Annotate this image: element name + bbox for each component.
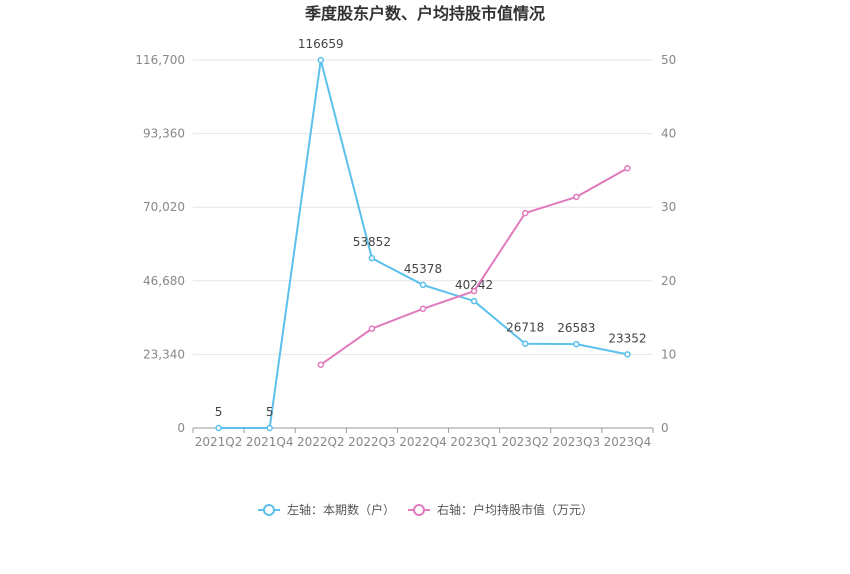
left-tick-label: 70,020 — [143, 200, 185, 214]
legend-item-0[interactable]: 左轴：本期数（户） — [258, 502, 395, 517]
left-tick-label: 93,360 — [143, 127, 185, 141]
data-point[interactable] — [470, 297, 478, 305]
legend-label: 左轴：本期数（户） — [287, 502, 395, 517]
data-label: 116659 — [298, 37, 344, 51]
data-point[interactable] — [573, 340, 580, 348]
data-point[interactable] — [368, 254, 376, 262]
data-label: 53852 — [353, 235, 391, 249]
data-point[interactable] — [624, 164, 631, 172]
data-point[interactable] — [368, 325, 376, 332]
left-tick-label: 0 — [177, 421, 185, 435]
grid — [193, 59, 653, 355]
data-point[interactable] — [317, 56, 325, 64]
x-tick-label: 2022Q2 — [297, 435, 345, 449]
data-label: 26718 — [506, 321, 544, 335]
series-layer: 5 5 116659 53852 45378 40242 26718 26583 23352 — [215, 37, 647, 432]
data-point[interactable] — [266, 424, 273, 432]
x-tick-label: 2023Q2 — [501, 435, 549, 449]
legend-marker — [413, 504, 425, 516]
right-tick-label: 20 — [661, 274, 676, 288]
data-point[interactable] — [215, 424, 222, 432]
data-label: 23352 — [608, 331, 646, 345]
legend[interactable]: 左轴：本期数（户） 右轴：户均持股市值（万元） — [258, 502, 593, 517]
chart-title: 季度股东户数、户均持股市值情况 — [304, 4, 545, 23]
data-label: 26583 — [557, 321, 595, 335]
data-label: 5 — [266, 405, 274, 419]
series-line-0 — [218, 59, 628, 429]
x-tick-label: 2023Q3 — [553, 435, 601, 449]
right-tick-label: 40 — [661, 127, 676, 141]
x-axis-ticks: 2021Q2 2021Q4 2022Q2 2022Q3 2022Q4 2023Q1 2023… — [192, 428, 654, 449]
series-line-1 — [320, 167, 628, 366]
legend-marker — [263, 504, 275, 516]
right-axis-ticks: 0 10 20 30 40 50 — [661, 53, 676, 435]
left-tick-label: 116,700 — [135, 53, 185, 67]
data-point[interactable] — [419, 305, 427, 313]
data-point[interactable] — [521, 209, 529, 217]
legend-item-1[interactable]: 右轴：户均持股市值（万元） — [408, 502, 593, 517]
data-point[interactable] — [419, 281, 427, 289]
left-tick-label: 23,340 — [143, 347, 185, 361]
x-tick-label: 2022Q4 — [399, 435, 447, 449]
data-point[interactable] — [573, 193, 580, 201]
data-point[interactable] — [624, 351, 631, 358]
x-tick-label: 2023Q1 — [450, 435, 498, 449]
data-point[interactable] — [521, 340, 529, 347]
legend-label: 右轴：户均持股市值（万元） — [437, 502, 593, 517]
data-label: 5 — [215, 405, 223, 419]
data-label: 40242 — [455, 278, 493, 292]
right-tick-label: 0 — [661, 421, 669, 435]
right-tick-label: 30 — [661, 200, 676, 214]
x-tick-label: 2022Q3 — [348, 435, 396, 449]
left-tick-label: 46,680 — [143, 274, 185, 288]
right-tick-label: 10 — [661, 347, 676, 361]
x-tick-label: 2021Q2 — [195, 435, 243, 449]
x-tick-label: 2023Q4 — [604, 435, 652, 449]
data-point[interactable] — [470, 287, 478, 295]
left-axis-ticks: 0 23,340 46,680 70,020 93,360 116,700 — [135, 53, 185, 435]
x-tick-label: 2021Q4 — [246, 435, 294, 449]
data-label: 45378 — [404, 262, 442, 276]
right-tick-label: 50 — [661, 53, 676, 67]
data-point[interactable] — [317, 361, 325, 368]
